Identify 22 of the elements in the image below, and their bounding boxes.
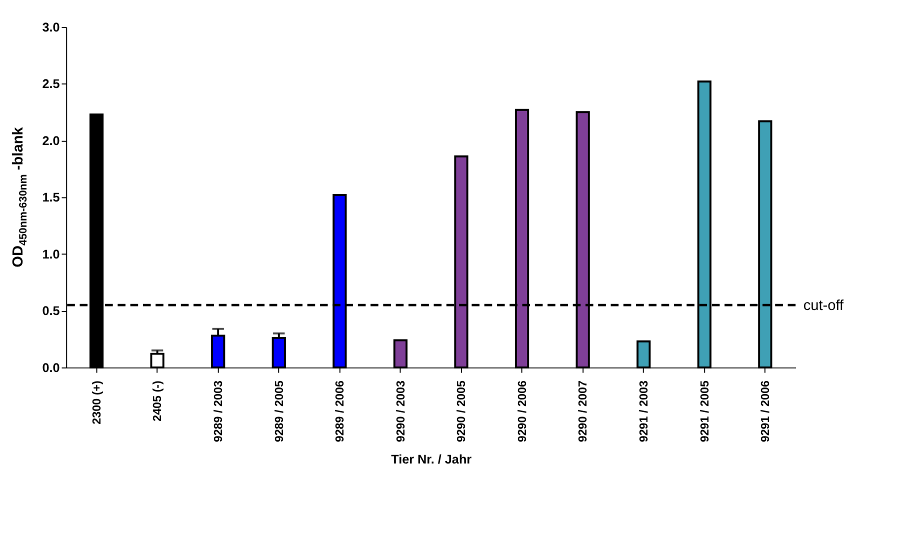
y-tick-label: 0.0 [42, 360, 60, 375]
x-tick-label: 9291 / 2005 [698, 380, 712, 442]
x-tick-label: 9290 / 2005 [455, 380, 468, 442]
y-tick-label: 3.0 [42, 20, 60, 34]
x-tick-label: 9290 / 2003 [394, 380, 408, 442]
x-tick-label: 9290 / 2006 [516, 380, 529, 442]
y-tick-label: 1.5 [42, 190, 60, 205]
y-axis-title: OD450nm-630nm -blank [10, 126, 30, 268]
x-tick-label: 9291 / 2006 [759, 380, 772, 442]
x-tick-label: 9289 / 2006 [334, 380, 347, 442]
y-tick-label: 1.0 [42, 247, 60, 262]
y-tick-label: 0.5 [42, 304, 60, 318]
x-axis-title: Tier Nr. / Jahr [391, 452, 472, 467]
x-tick-label: 9289 / 2005 [272, 380, 286, 442]
x-tick-label: 2300 (+) [90, 380, 104, 424]
ref-line-label: cut-off [803, 298, 845, 314]
x-tick-label: 9289 / 2003 [212, 380, 225, 442]
y-tick-label: 2.0 [42, 134, 60, 148]
y-tick-label: 2.5 [42, 77, 60, 92]
x-tick-label: 9290 / 2007 [576, 380, 590, 442]
x-tick-label: 9291 / 2003 [637, 380, 650, 442]
x-tick-label: 2405 (-) [151, 380, 164, 422]
